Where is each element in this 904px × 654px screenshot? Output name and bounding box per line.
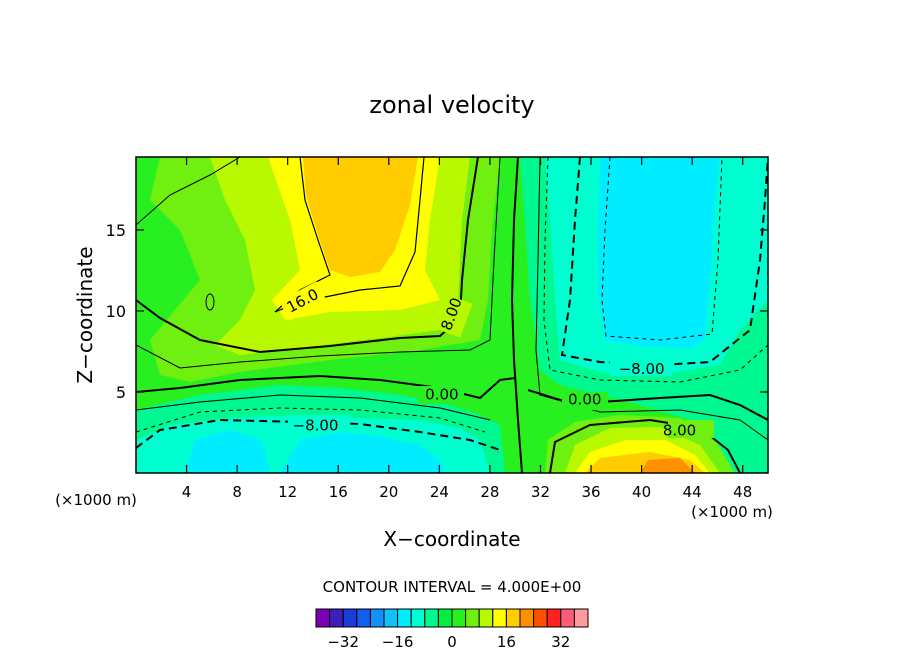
contour-label-backgrounds [279,281,714,438]
y-tick-label: 15 [106,221,126,240]
contour-interval-text: CONTOUR INTERVAL = 4.000E+00 [323,578,582,596]
contour-lines [136,157,768,473]
colorbar-swatch [492,608,507,628]
y-tick-label: 10 [106,302,126,321]
colorbar-swatch [519,608,535,628]
contour-label: 8.00 [663,421,696,439]
x-tick-label: 12 [278,483,297,501]
x-unit-left: (×1000 m) [55,491,137,509]
colorbar-swatch [505,608,521,628]
contour-thin-4 [136,407,486,433]
region-lower-deep-cyan [185,430,445,473]
colorbar: −32 −16 0 16 32 [315,608,589,651]
contour-labels: 16.0 8.000.00−8.00−8.000.008.00 [284,285,697,439]
colorbar-swatch [356,608,371,628]
x-tick-label: 8 [232,483,242,501]
colorbar-swatch [329,608,344,628]
contour-field [136,157,768,473]
contour-label: 0.00 [568,391,601,409]
region-upper-orange [303,157,418,277]
contour-label: −8.00 [619,360,665,378]
colorbar-tick-label: −32 [327,633,359,651]
colorbar-swatch [465,608,480,628]
contour-thin-6 [601,157,723,341]
x-tick-label: 36 [581,483,600,501]
contour-zero-vertical [510,157,523,473]
colorbar-tick-label: −16 [382,633,414,651]
colorbar-swatch [369,608,385,628]
x-tick-label: 48 [733,483,752,501]
x-tick-label: 16 [329,483,348,501]
colorbar-swatch [478,608,494,628]
colorbar-tick-label: 0 [447,633,457,651]
colorbar-swatch [573,608,589,628]
colorbar-swatch [424,608,439,628]
x-tick-label: 4 [182,483,192,501]
contour-eight-upper [136,157,479,354]
x-axis-label: X−coordinate [383,527,520,551]
contour-thin-1 [136,157,241,226]
colorbar-swatch [397,608,412,628]
contour-label: −8.00 [293,417,339,435]
y-tick-label: 5 [116,383,126,402]
colorbar-tick-label: 32 [551,633,570,651]
colorbar-swatch [546,608,562,628]
x-axis: 4 8 12 16 20 24 28 32 36 40 44 48 [182,157,752,501]
x-tick-label: 24 [430,483,449,501]
chart-title: zonal velocity [369,91,534,119]
x-unit-right: (×1000 m) [691,503,773,521]
colorbar-swatch [451,608,467,628]
colorbar-swatch [560,608,575,628]
x-tick-label: 32 [531,483,550,501]
contour-island [205,293,215,311]
x-tick-label: 40 [632,483,651,501]
x-tick-label: 28 [480,483,499,501]
colorbar-swatch [437,608,453,628]
y-axis: 5 10 15 [106,221,768,402]
contour-label: 0.00 [425,386,458,404]
y-axis-label: Z−coordinate [73,246,97,383]
contour-thin-5 [543,157,768,383]
x-tick-label: 20 [379,483,398,501]
region-right-deep-cyan [598,157,720,348]
plot-frame [135,156,769,474]
contour-zero-left [136,374,516,400]
contour-thin-2 [136,157,501,369]
colorbar-swatch [315,608,331,628]
colorbar-swatch [342,608,358,628]
region-lowright-deep-orange [640,458,695,473]
colorbar-tick-label: 16 [497,633,516,651]
x-tick-label: 44 [683,483,702,501]
contour-eight-lowright [549,418,741,473]
colorbar-swatch [533,608,548,628]
contour-zero-right [527,389,768,421]
colorbar-swatch [410,608,426,628]
contour-thin-3 [136,394,491,421]
colorbar-swatch [383,608,399,628]
